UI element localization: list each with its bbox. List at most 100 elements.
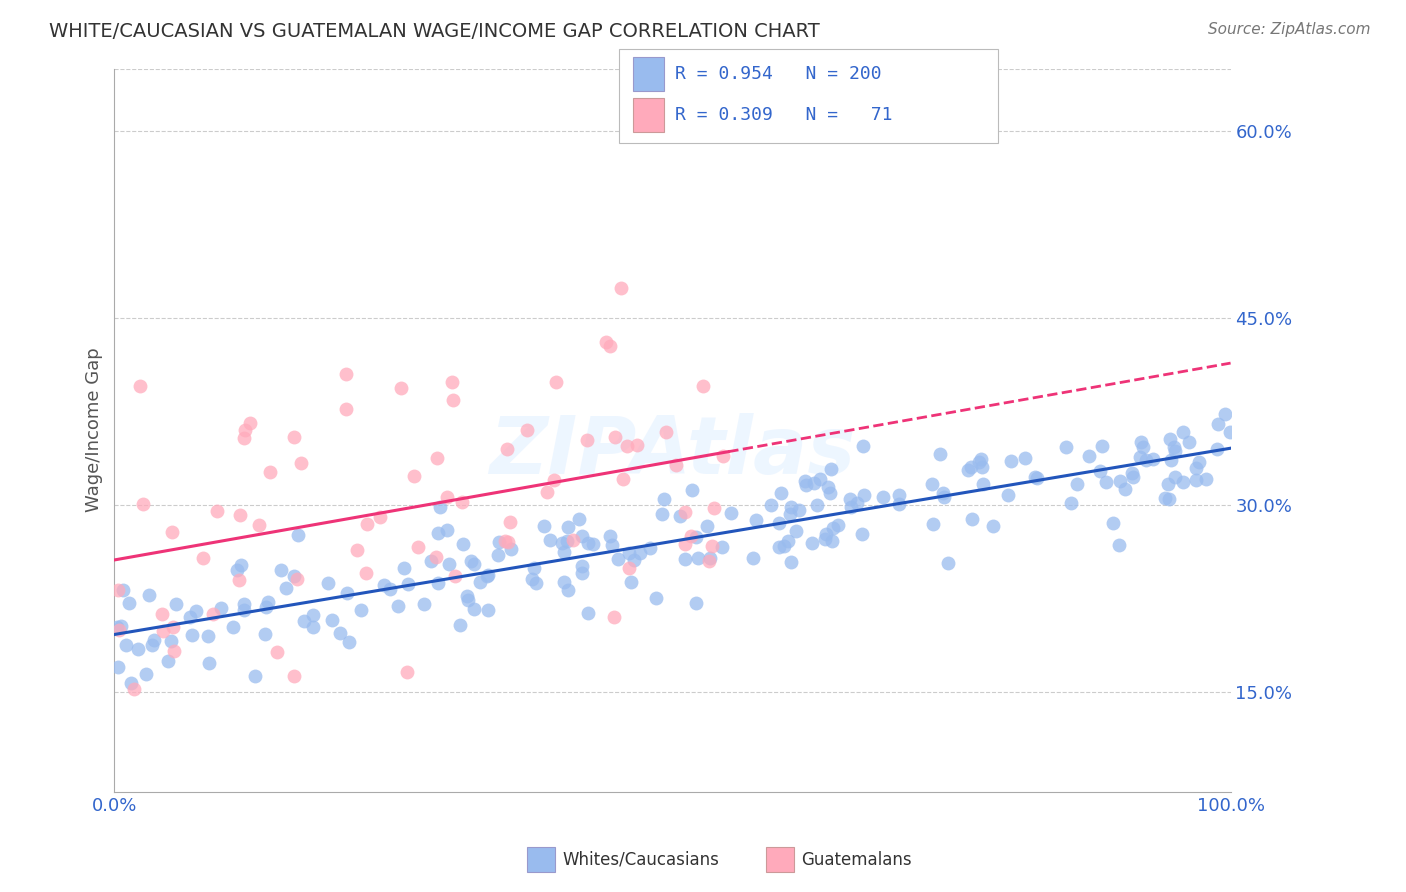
Point — [1157, 491, 1180, 506]
Point — [160, 633, 183, 648]
Point — [181, 627, 204, 641]
Point — [142, 632, 165, 647]
Point — [107, 623, 129, 637]
Point — [557, 520, 579, 534]
Point — [516, 423, 538, 437]
Point — [283, 568, 305, 582]
Point — [301, 620, 323, 634]
Point — [929, 447, 952, 461]
Point — [440, 376, 463, 390]
Point — [821, 534, 844, 549]
Point — [1178, 435, 1201, 450]
Point — [162, 620, 184, 634]
Point — [245, 669, 267, 683]
Text: ZIPAtlas: ZIPAtlas — [489, 413, 856, 491]
Point — [600, 538, 623, 552]
Point — [768, 540, 790, 554]
Point — [571, 566, 593, 581]
Point — [1066, 476, 1088, 491]
Point — [456, 590, 478, 604]
Point — [1164, 443, 1187, 458]
Point — [665, 458, 688, 472]
Point — [575, 433, 598, 447]
Text: R = 0.309   N =   71: R = 0.309 N = 71 — [675, 106, 893, 124]
Point — [346, 543, 368, 558]
Point — [561, 533, 583, 547]
Point — [571, 529, 593, 543]
Point — [499, 515, 522, 529]
Point — [395, 665, 418, 680]
Point — [1122, 470, 1144, 484]
Point — [231, 558, 253, 573]
Point — [520, 572, 543, 586]
Point — [318, 576, 340, 591]
Point — [814, 526, 837, 541]
Point — [201, 607, 224, 621]
Point — [523, 561, 546, 575]
Point — [789, 503, 811, 517]
Point — [135, 667, 157, 681]
Point — [1195, 472, 1218, 486]
Point — [651, 507, 673, 521]
Point — [607, 552, 630, 566]
Point — [141, 638, 163, 652]
Point — [685, 530, 707, 544]
Point — [394, 561, 416, 575]
Point — [872, 490, 894, 504]
Point — [1184, 474, 1206, 488]
Point — [582, 537, 605, 551]
Point — [160, 525, 183, 540]
Point — [436, 523, 458, 537]
Y-axis label: Wage/Income Gap: Wage/Income Gap — [86, 348, 103, 513]
Point — [711, 449, 734, 463]
Point — [105, 620, 128, 634]
Point — [107, 583, 129, 598]
Point — [1095, 475, 1118, 490]
Point — [209, 600, 232, 615]
Point — [697, 554, 720, 568]
Point — [368, 510, 391, 524]
Point — [254, 599, 277, 614]
Point — [221, 619, 243, 633]
Point — [450, 495, 472, 509]
Point — [956, 463, 979, 477]
Point — [441, 393, 464, 408]
Point — [127, 642, 149, 657]
Point — [1054, 440, 1077, 454]
Point — [620, 574, 643, 589]
Point — [378, 582, 401, 597]
Point — [806, 498, 828, 512]
Point — [157, 653, 180, 667]
Point — [1088, 464, 1111, 478]
Point — [960, 459, 983, 474]
Point — [675, 552, 697, 566]
Point — [122, 682, 145, 697]
Point — [813, 532, 835, 546]
Point — [936, 556, 959, 570]
Point — [254, 627, 277, 641]
Point — [981, 519, 1004, 533]
Point — [498, 535, 520, 549]
Point — [301, 607, 323, 622]
Point — [779, 555, 801, 569]
Point — [555, 533, 578, 548]
Point — [557, 583, 579, 598]
Point — [921, 477, 943, 491]
Point — [533, 519, 555, 533]
Point — [356, 516, 378, 531]
Point — [702, 539, 724, 553]
Point — [387, 599, 409, 613]
Point — [1078, 449, 1101, 463]
Point — [266, 645, 288, 659]
Point — [457, 593, 479, 607]
Point — [283, 430, 305, 444]
Point — [839, 500, 862, 514]
Point — [887, 487, 910, 501]
Point — [612, 472, 634, 486]
Point — [488, 535, 510, 549]
Point — [960, 511, 983, 525]
Point — [970, 451, 993, 466]
Point — [654, 491, 676, 506]
Point — [846, 496, 869, 510]
Text: Guatemalans: Guatemalans — [801, 851, 912, 869]
